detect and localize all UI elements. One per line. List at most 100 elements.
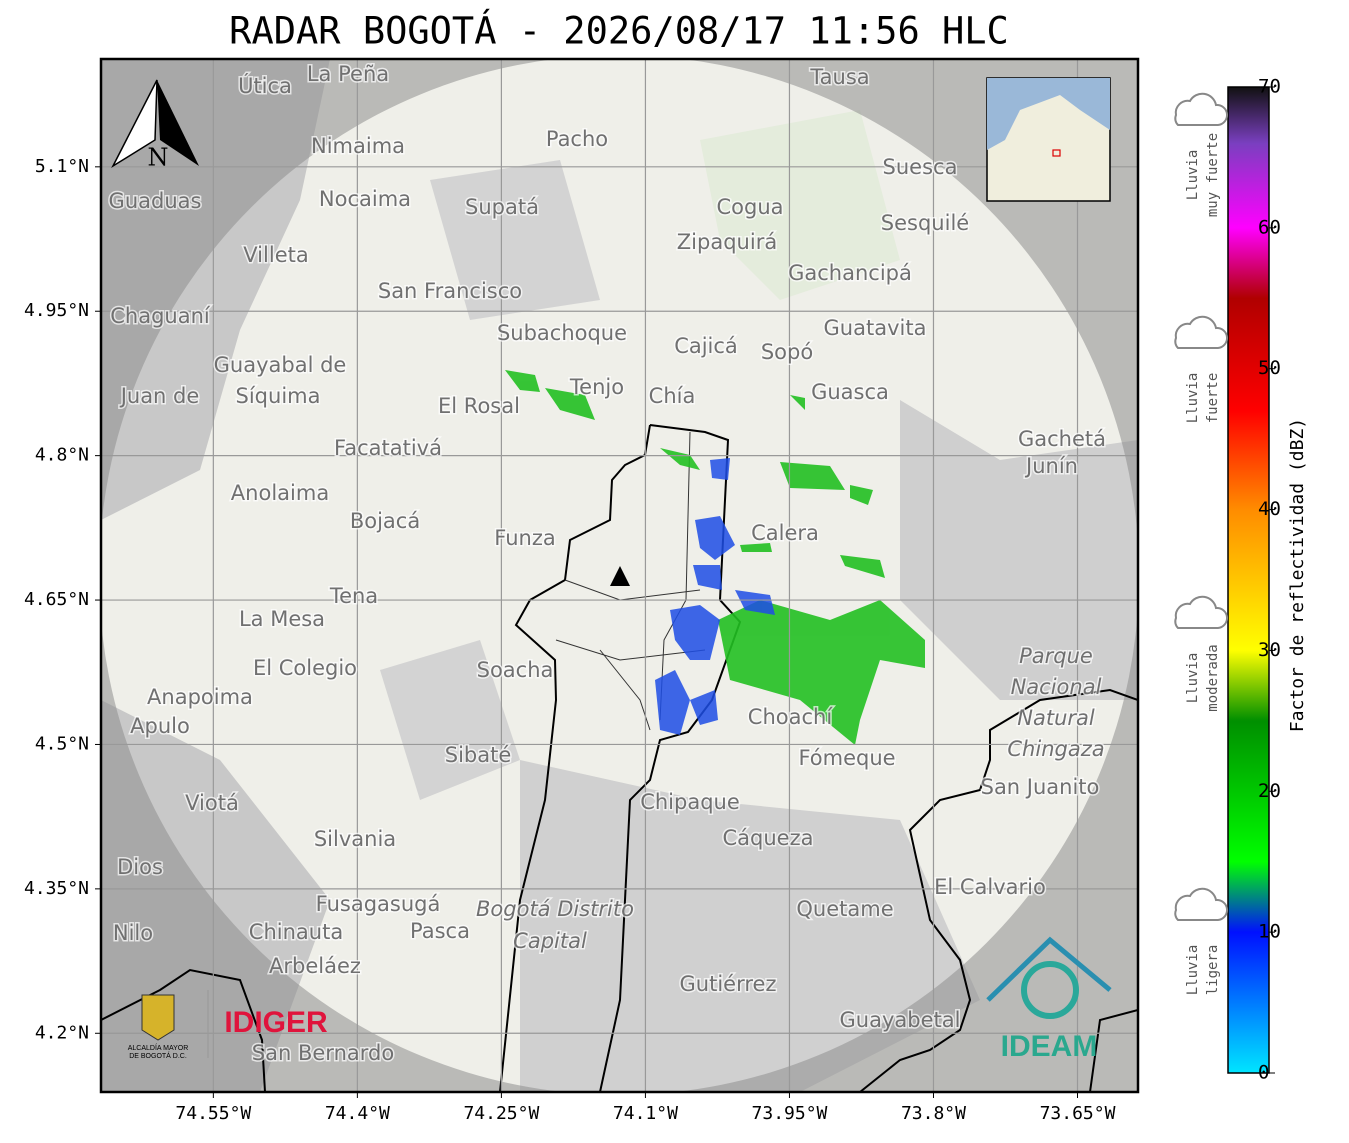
place-label: Fómeque	[798, 746, 895, 770]
place-label: Suesca	[883, 155, 958, 179]
colorbar-tick-label: 20	[1258, 780, 1281, 802]
place-label: Fusagasugá	[316, 892, 441, 916]
place-label: El Calvario	[934, 875, 1046, 899]
place-label: Soacha	[477, 658, 554, 682]
place-label: San Bernardo	[252, 1041, 394, 1065]
colorbar-tick-label: 40	[1258, 498, 1281, 520]
place-label: Nilo	[113, 921, 153, 945]
y-tick-label: 5.1°N	[35, 156, 89, 177]
place-label: Guayabetal	[840, 1008, 961, 1032]
place-label: San Juanito	[981, 775, 1100, 799]
weather-icon	[1174, 92, 1228, 126]
category-label: muy fuerte	[1205, 133, 1221, 217]
place-label: Subachoque	[497, 321, 627, 345]
place-label: Choachí	[748, 705, 834, 729]
colorbar-tick-label: 10	[1258, 921, 1281, 943]
colorbar-tick-label: 30	[1258, 639, 1281, 661]
place-label: Juan de	[119, 384, 200, 408]
place-label: Tena	[329, 584, 378, 608]
category-label: ligera	[1205, 945, 1221, 996]
place-label: Facatativá	[334, 436, 442, 460]
place-label: Guatavita	[824, 316, 927, 340]
place-label: Tausa	[809, 65, 869, 89]
y-tick-label: 4.8°N	[35, 445, 89, 466]
alcaldia-line: DE BOGOTÁ D.C.	[129, 1051, 187, 1060]
y-tick-label: 4.35°N	[24, 878, 89, 899]
place-label: La Peña	[307, 62, 389, 86]
place-label: Nimaima	[311, 134, 405, 158]
x-tick-label: 73.95°W	[752, 1103, 828, 1124]
ideam-logo: IDEAM	[1001, 1030, 1098, 1063]
y-tick-label: 4.95°N	[24, 300, 89, 321]
place-label: Chipaque	[640, 790, 740, 814]
idiger-logo: IDIGER	[224, 1006, 328, 1039]
x-tick-label: 74.1°W	[613, 1103, 678, 1124]
place-label: Síquima	[236, 384, 321, 408]
place-label: Calera	[751, 521, 819, 545]
colorbar-tick-label: 50	[1258, 357, 1281, 379]
place-label: Nacional	[1011, 675, 1102, 699]
place-label: Pasca	[410, 919, 470, 943]
place-label: Sopó	[761, 340, 813, 364]
place-label: Bojacá	[350, 509, 420, 533]
title: RADAR BOGOTÁ - 2026/08/17 11:56 HLC	[229, 9, 1009, 53]
x-tick-label: 73.8°W	[901, 1103, 966, 1124]
place-label: Junín	[1024, 454, 1078, 478]
place-label: Chía	[649, 384, 696, 408]
alcaldia-line: ALCALDÍA MAYOR	[128, 1043, 189, 1052]
x-tick-label: 74.4°W	[325, 1103, 390, 1124]
colorbar	[1227, 86, 1270, 1074]
place-label: Chingaza	[1007, 737, 1104, 761]
x-tick-label: 73.65°W	[1040, 1103, 1116, 1124]
x-tick-label: 74.25°W	[463, 1103, 539, 1124]
category-label: Lluvia	[1185, 945, 1201, 996]
place-label: Chinauta	[249, 920, 343, 944]
place-label: Anapoima	[147, 685, 253, 709]
weather-icon	[1174, 595, 1228, 629]
place-label: Capital	[513, 929, 587, 953]
place-label: Natural	[1017, 706, 1095, 730]
y-tick-label: 4.5°N	[35, 733, 89, 754]
place-label: El Rosal	[438, 394, 520, 418]
category-label: Lluvia	[1185, 373, 1201, 424]
place-label: Gachetá	[1018, 427, 1106, 451]
place-label: Anolaima	[231, 481, 329, 505]
place-label: Zipaquirá	[677, 230, 777, 254]
place-label: Parque	[1019, 644, 1093, 668]
colorbar-tick-label: 70	[1258, 76, 1281, 98]
category-label: moderada	[1205, 644, 1221, 711]
place-label: Funza	[494, 526, 555, 550]
x-tick-label: 74.55°W	[175, 1103, 251, 1124]
category-label: fuerte	[1205, 373, 1221, 424]
place-label: Pacho	[546, 127, 608, 151]
place-label: Guayabal de	[214, 353, 347, 377]
place-label: Sibaté	[445, 743, 512, 767]
place-label: Arbeláez	[269, 954, 361, 978]
north-label: N	[148, 144, 169, 172]
place-label: Bogotá Distrito	[476, 897, 634, 921]
place-label: Supatá	[465, 195, 539, 219]
colorbar-tick-label: 0	[1258, 1062, 1269, 1084]
place-label: Dios	[117, 855, 163, 879]
category-label: Lluvia	[1185, 150, 1201, 201]
place-label: San Francisco	[378, 279, 522, 303]
y-tick-label: 4.2°N	[35, 1022, 89, 1043]
place-label: Chaguaní	[110, 304, 211, 328]
place-label: Gachancipá	[788, 261, 912, 285]
weather-icon	[1174, 315, 1228, 349]
place-label: Quetame	[796, 897, 893, 921]
place-label: Apulo	[130, 714, 190, 738]
colorbar-label: Factor de reflectividad (dBZ)	[1287, 418, 1308, 732]
category-label: Lluvia	[1185, 653, 1201, 704]
place-label: Gutiérrez	[680, 972, 777, 996]
place-label: Tenjo	[569, 375, 624, 399]
place-label: Guasca	[811, 380, 889, 404]
place-label: El Colegio	[253, 656, 357, 680]
place-label: Cáqueza	[723, 826, 814, 850]
place-label: Guaduas	[109, 189, 202, 213]
weather-icon	[1174, 887, 1228, 921]
place-label: Silvania	[314, 827, 396, 851]
place-label: Villeta	[243, 243, 308, 267]
place-label: La Mesa	[239, 607, 325, 631]
